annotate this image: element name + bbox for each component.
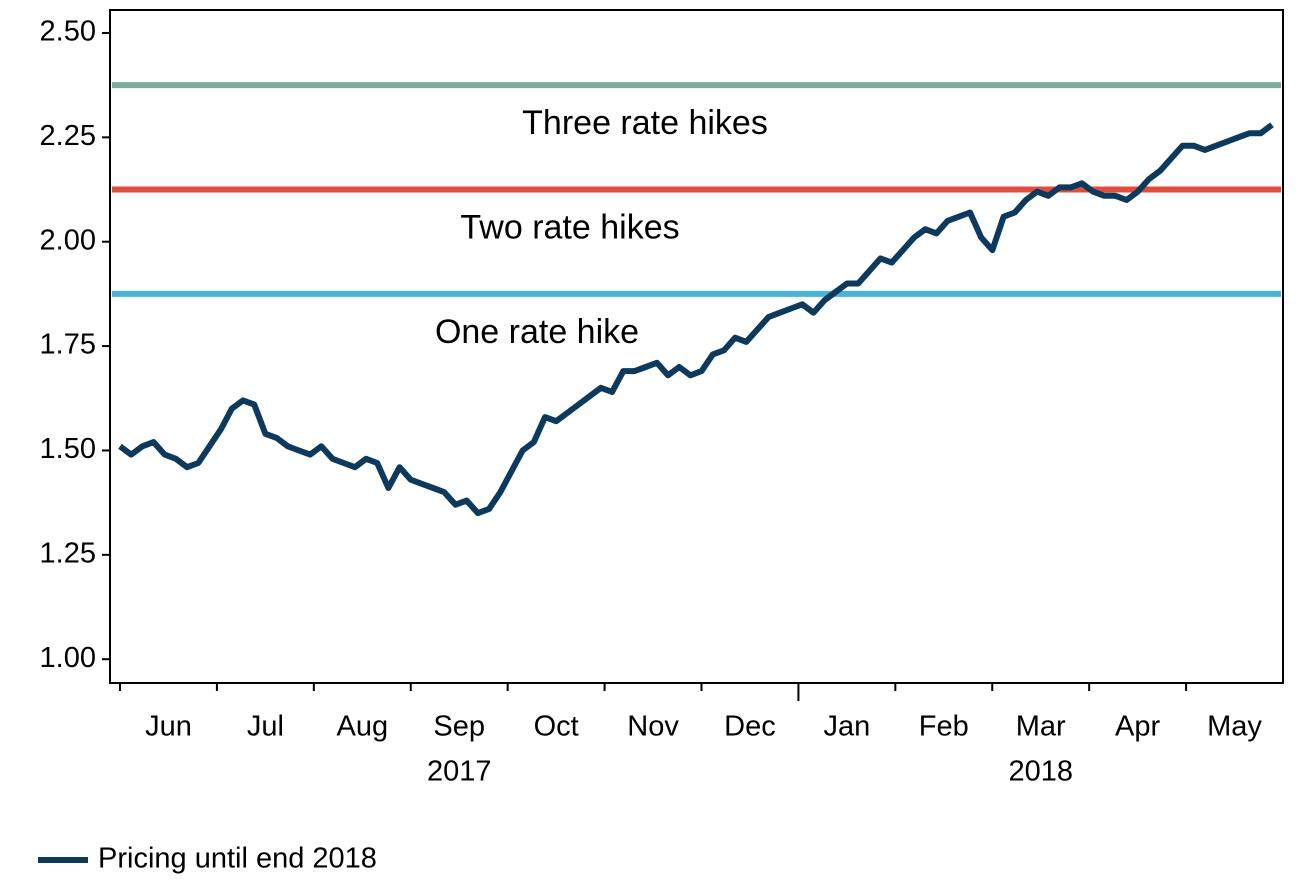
x-tick-label: Mar	[1016, 711, 1066, 743]
reference-label: One rate hike	[435, 313, 639, 351]
x-tick-label: Sep	[433, 711, 485, 743]
x-tick-label: Apr	[1115, 711, 1160, 743]
y-tick-label: 1.75	[40, 329, 96, 361]
y-tick-label: 2.00	[40, 224, 96, 256]
x-tick-label: Aug	[336, 711, 388, 743]
y-tick-label: 1.00	[40, 642, 96, 674]
legend-label: Pricing until end 2018	[98, 843, 377, 875]
x-tick-label: May	[1207, 711, 1262, 743]
x-tick-label: Feb	[919, 711, 969, 743]
y-tick-label: 1.25	[40, 537, 96, 569]
x-tick-label: Jun	[145, 711, 192, 743]
x-tick-label: Jan	[823, 711, 870, 743]
reference-label: Three rate hikes	[522, 104, 768, 142]
year-label: 2017	[427, 756, 492, 788]
y-tick-label: 2.25	[40, 120, 96, 152]
reference-label: Two rate hikes	[460, 209, 679, 247]
y-tick-label: 1.50	[40, 433, 96, 465]
year-label: 2018	[1008, 756, 1073, 788]
x-tick-label: Nov	[627, 711, 679, 743]
x-tick-label: Jul	[247, 711, 284, 743]
data-line	[118, 122, 1274, 517]
x-tick-label: Oct	[534, 711, 579, 743]
y-tick-label: 2.50	[40, 16, 96, 48]
x-tick-label: Dec	[724, 711, 776, 743]
